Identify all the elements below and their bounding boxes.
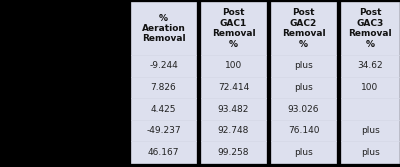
Bar [201,98,266,120]
Text: plus: plus [361,148,379,157]
Bar [201,141,266,163]
Bar [131,141,196,163]
Bar [271,120,336,141]
Text: -9.244: -9.244 [149,61,178,70]
Text: Post
GAC3
Removal
%: Post GAC3 Removal % [348,9,392,49]
Text: 99.258: 99.258 [218,148,249,157]
Text: 93.482: 93.482 [218,105,249,114]
Bar [341,2,399,55]
Text: plus: plus [361,126,379,135]
Bar [201,120,266,141]
Bar [131,120,196,141]
Text: 92.748: 92.748 [218,126,249,135]
Bar [341,98,399,120]
Bar [271,2,336,55]
Text: 76.140: 76.140 [288,126,319,135]
Text: 72.414: 72.414 [218,83,249,92]
Text: -49.237: -49.237 [146,126,181,135]
Bar [341,120,399,141]
Text: 100: 100 [225,61,242,70]
Text: plus: plus [294,61,313,70]
Text: 100: 100 [361,83,379,92]
Bar [201,2,266,55]
Text: 46.167: 46.167 [148,148,179,157]
Bar [271,77,336,98]
Text: 93.026: 93.026 [288,105,319,114]
Text: 34.62: 34.62 [357,61,383,70]
Bar [131,98,196,120]
Bar [271,98,336,120]
Text: 7.826: 7.826 [151,83,176,92]
Bar [201,77,266,98]
Text: Post
GAC1
Removal
%: Post GAC1 Removal % [212,9,255,49]
Text: plus: plus [294,83,313,92]
Bar [341,141,399,163]
Bar [271,55,336,77]
Bar [131,77,196,98]
Bar [131,2,196,55]
Bar [341,55,399,77]
Text: Post
GAC2
Removal
%: Post GAC2 Removal % [282,9,325,49]
Bar [131,55,196,77]
Bar [341,77,399,98]
Bar [271,141,336,163]
Text: plus: plus [294,148,313,157]
Text: 4.425: 4.425 [151,105,176,114]
Text: %
Aeration
Removal: % Aeration Removal [142,14,186,43]
Bar [201,55,266,77]
